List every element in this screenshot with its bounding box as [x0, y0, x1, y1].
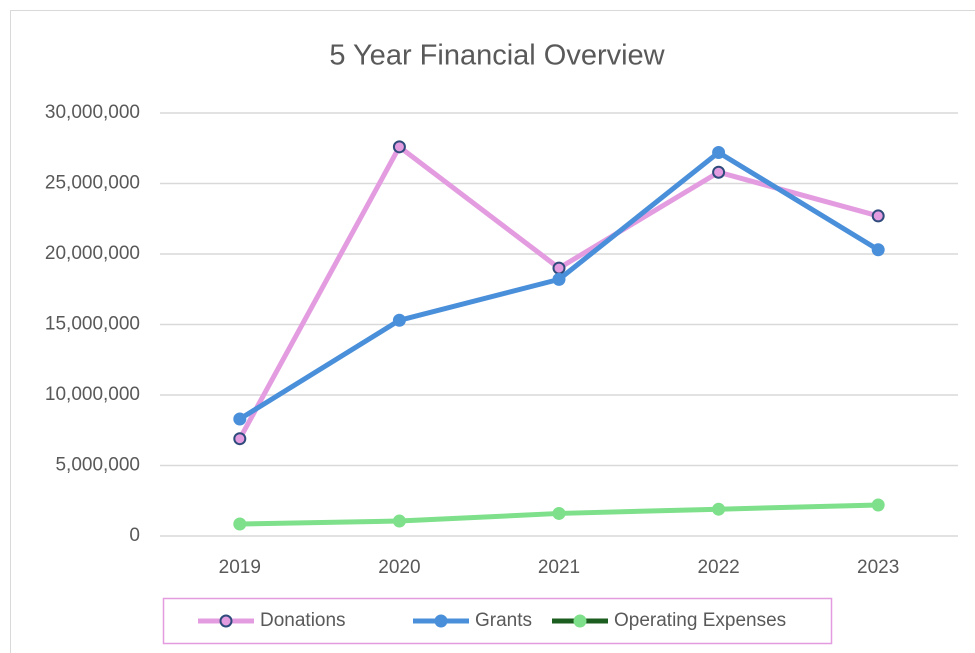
legend-marker [219, 614, 233, 628]
x-tick-label: 2020 [378, 557, 420, 578]
y-tick-label: 10,000,000 [45, 384, 140, 405]
y-tick-label: 30,000,000 [45, 102, 140, 123]
x-tick-label: 2023 [857, 557, 899, 578]
legend-label: Donations [260, 610, 346, 631]
data-point [392, 140, 406, 154]
x-tick-label: 2019 [219, 557, 261, 578]
data-point [871, 209, 885, 223]
data-point [552, 272, 566, 286]
data-point [712, 502, 726, 516]
legend-marker [434, 614, 448, 628]
data-point [712, 145, 726, 159]
chart-title: 5 Year Financial Overview [329, 40, 665, 72]
legend-label: Operating Expenses [614, 610, 786, 631]
y-tick-label: 0 [129, 525, 140, 546]
y-tick-label: 25,000,000 [45, 173, 140, 194]
legend-label: Grants [475, 610, 532, 631]
data-point [392, 313, 406, 327]
data-point [552, 506, 566, 520]
data-point [712, 165, 726, 179]
data-point [871, 243, 885, 257]
legend-box [162, 597, 833, 645]
data-point [233, 432, 247, 446]
data-point [233, 412, 247, 426]
y-tick-label: 5,000,000 [55, 455, 140, 476]
data-point [392, 514, 406, 528]
data-point [871, 498, 885, 512]
y-tick-label: 15,000,000 [45, 314, 140, 335]
x-tick-label: 2021 [538, 557, 580, 578]
data-point [233, 517, 247, 531]
data-point [552, 261, 566, 275]
y-tick-label: 20,000,000 [45, 243, 140, 264]
chart-frame [10, 10, 975, 653]
legend-marker [573, 614, 587, 628]
x-tick-label: 2022 [697, 557, 739, 578]
